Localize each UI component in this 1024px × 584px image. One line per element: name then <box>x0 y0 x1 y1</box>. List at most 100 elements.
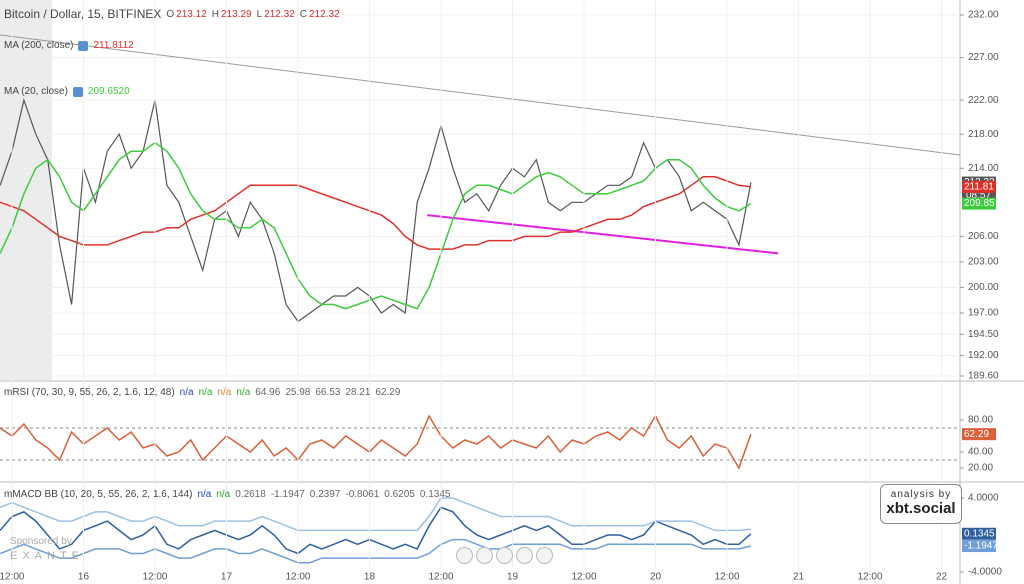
zoom-out[interactable] <box>476 547 493 564</box>
y-tick-label: 192.00 <box>968 350 999 361</box>
ohlc-label: L <box>256 8 263 20</box>
value-label: 211.81 <box>964 182 994 193</box>
legend-row: MA (200, close) 211.8112 <box>4 40 134 51</box>
credit-box: analysis by xbt.social <box>880 484 962 524</box>
legend-value: n/a <box>197 489 212 500</box>
y-tick-label: 80.00 <box>968 415 993 426</box>
scroll-right[interactable] <box>536 547 553 564</box>
value-box <box>962 428 996 441</box>
value-box <box>962 540 996 553</box>
legend-value: 62.29 <box>375 387 401 398</box>
ohlc-value: 213.29 <box>221 8 252 20</box>
y-tick-label: 232.00 <box>968 10 999 21</box>
credit-site: xbt.social <box>886 500 956 517</box>
legend-title: mMACD BB (10, 20, 5, 55, 26, 2, 1.6, 144… <box>4 489 193 500</box>
x-tick-label: 12:00 <box>285 572 310 583</box>
sponsor-label: Sponsored by <box>10 536 72 547</box>
ohlc-label: H <box>211 8 219 20</box>
legend-value: n/a <box>198 387 213 398</box>
credit-label: analysis by <box>890 489 952 500</box>
legend-title: mRSI (70, 30, 9, 55, 26, 2, 1.6, 12, 48) <box>4 387 175 398</box>
x-tick-label: 22 <box>936 572 948 583</box>
price-panel <box>0 0 960 380</box>
legend-icon <box>78 40 89 51</box>
series-line <box>0 141 752 310</box>
y-tick-label: 189.60 <box>968 371 999 382</box>
value-label: -1.1947 <box>964 541 998 552</box>
sponsor: Sponsored by EXANTE <box>10 536 84 562</box>
legend-row: mRSI (70, 30, 9, 55, 26, 2, 1.6, 12, 48)… <box>4 387 400 398</box>
x-tick-label: 19 <box>507 572 519 583</box>
y-tick-label: 4.0000 <box>968 493 999 504</box>
series-line <box>0 538 752 564</box>
reset[interactable] <box>496 547 513 564</box>
series-line <box>0 506 752 555</box>
series-line <box>0 176 751 250</box>
y-tick-label: -4.0000 <box>968 567 1002 578</box>
x-tick-label: 12:00 <box>428 572 453 583</box>
value-label: 62.29 <box>964 429 989 440</box>
legend-value: 0.2618 <box>235 489 266 500</box>
legend-value: n/a <box>216 489 231 500</box>
legend-value: 25.98 <box>285 387 311 398</box>
legend-row: mMACD BB (10, 20, 5, 55, 26, 2, 1.6, 144… <box>4 489 450 500</box>
x-tick-label: 20 <box>650 572 662 583</box>
y-tick-label: 200.00 <box>968 282 999 293</box>
trendline <box>427 214 779 255</box>
ohlc-value: 213.12 <box>176 8 207 20</box>
ohlc-value: 212.32 <box>264 8 295 20</box>
y-tick-label: 206.00 <box>968 231 999 242</box>
ohlc-label: C <box>299 8 307 20</box>
ohlc-label: O <box>166 8 175 20</box>
legend-value: 209.6520 <box>87 86 130 97</box>
x-tick-label: 12:00 <box>0 572 25 583</box>
legend-value: -1.1947 <box>270 489 305 500</box>
legend-name: MA (200, close) <box>4 40 74 51</box>
legend-row: MA (20, close) 209.6520 <box>4 86 130 97</box>
x-tick-label: 17 <box>221 572 233 583</box>
value-box <box>962 180 996 193</box>
legend-value: -0.8061 <box>345 489 380 500</box>
panel <box>0 414 960 470</box>
x-tick-label: 16 <box>78 572 90 583</box>
series-line <box>0 497 751 532</box>
y-tick-label: 222.00 <box>968 95 999 106</box>
legend-value: n/a <box>217 387 232 398</box>
y-tick-label: 227.00 <box>968 52 999 63</box>
legend-value: n/a <box>236 387 251 398</box>
legend-value: 28.21 <box>345 387 371 398</box>
y-tick-label: 203.00 <box>968 257 999 268</box>
y-tick-label: 194.50 <box>968 329 999 340</box>
scroll-left[interactable] <box>456 547 473 564</box>
x-tick-label: 12:00 <box>571 572 596 583</box>
x-tick-label: 12:00 <box>142 572 167 583</box>
value-box <box>962 527 996 540</box>
trendline <box>0 34 961 156</box>
legend-value: 0.1345 <box>419 489 451 500</box>
zoom-in[interactable] <box>516 547 533 564</box>
x-tick-label: 12:00 <box>715 572 740 583</box>
value-box <box>962 197 996 210</box>
legend-value: 0.6205 <box>384 489 415 500</box>
y-tick-label: 218.00 <box>968 129 999 140</box>
value-label: 209.85 <box>964 198 995 209</box>
series-line <box>0 97 752 323</box>
legend-icon <box>72 86 83 97</box>
x-tick-label: 18 <box>364 572 376 583</box>
legend-row: Bitcoin / Dollar, 15, BITFINEX O 213.12 H 21… <box>4 7 340 21</box>
legend-value: 211.8112 <box>93 40 134 51</box>
y-tick-label: 40.00 <box>968 447 993 458</box>
ohlc-value: 212.32 <box>308 8 340 20</box>
legend-value: 64.96 <box>255 387 281 398</box>
sponsor-name: EXANTE <box>10 550 85 562</box>
countdown: 08:57 <box>966 190 991 201</box>
legend-title: Bitcoin / Dollar, 15, BITFINEX <box>4 7 162 21</box>
panel <box>0 14 961 377</box>
value-label: 0.1345 <box>964 528 995 539</box>
x-tick-label: 12:00 <box>858 572 883 583</box>
panel <box>0 497 752 564</box>
y-tick-label: 20.00 <box>968 463 993 474</box>
series-line <box>0 414 752 470</box>
